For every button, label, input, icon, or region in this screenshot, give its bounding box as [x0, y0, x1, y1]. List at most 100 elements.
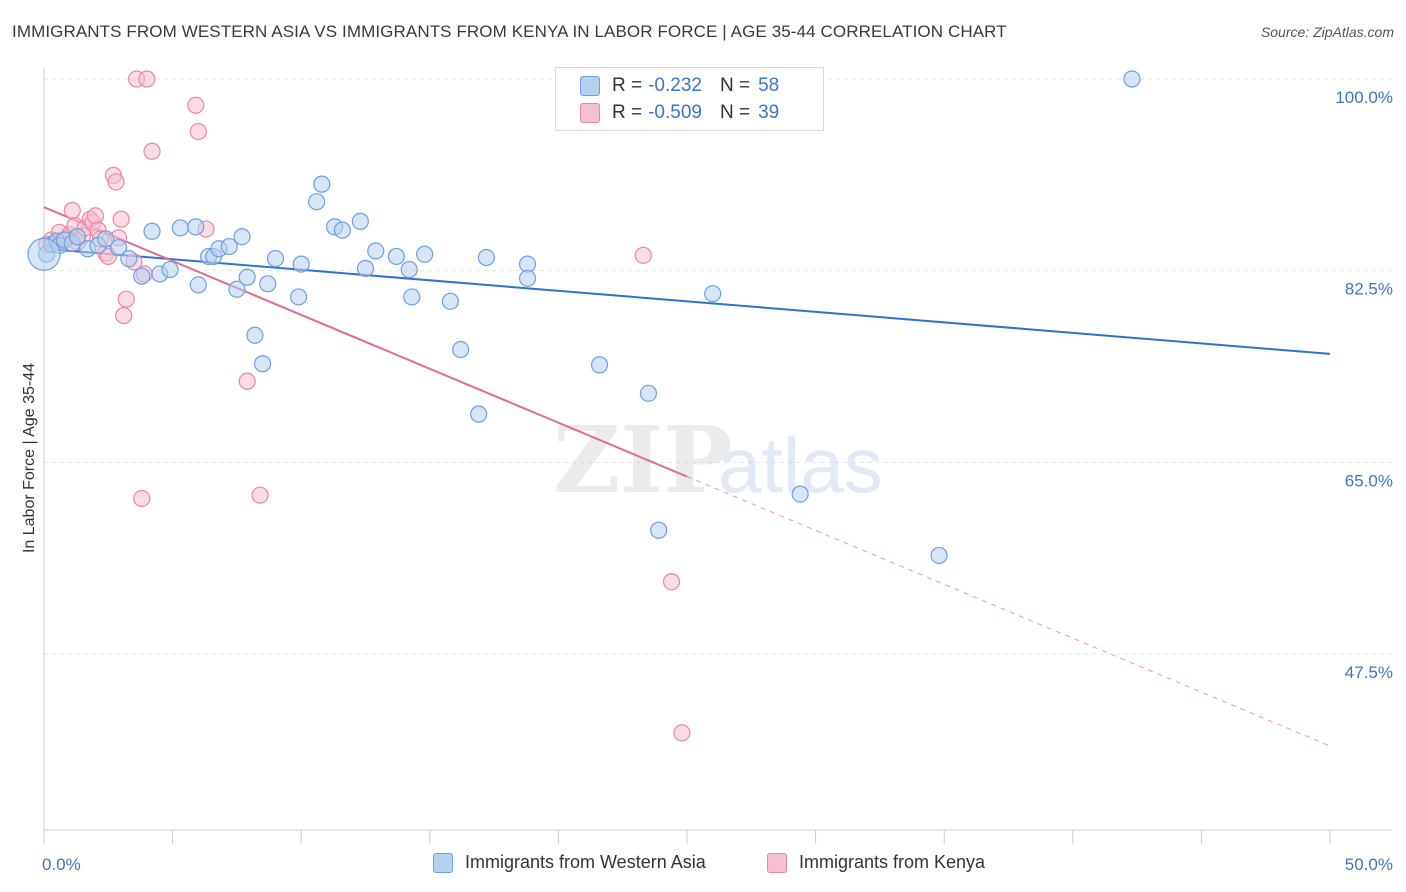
western-asia-point — [290, 288, 308, 306]
western-asia-point — [143, 222, 161, 240]
western-asia-point — [650, 521, 668, 539]
western-asia-point — [308, 193, 326, 211]
kenya-point — [187, 96, 205, 114]
kenya-point — [138, 70, 156, 88]
gridlines — [44, 78, 1392, 655]
kenya-point — [673, 724, 691, 742]
western-asia-point — [171, 219, 189, 237]
western-asia-point — [639, 384, 658, 402]
western-asia-point — [367, 242, 385, 260]
legend-row-western-asia: R = -0.232 N = 58 — [580, 73, 779, 99]
kenya-point — [63, 201, 81, 220]
series-legend: Immigrants from Western Asia Immigrants … — [0, 852, 1406, 878]
kenya-point — [117, 290, 135, 308]
kenya-point — [86, 207, 105, 225]
western-asia-points — [27, 70, 1141, 565]
legend-r-label: R = — [612, 75, 643, 96]
western-asia-point — [403, 288, 421, 306]
kenya-point — [112, 210, 130, 228]
western-asia-point — [518, 255, 537, 273]
western-asia-point — [351, 212, 369, 230]
chart-title: IMMIGRANTS FROM WESTERN ASIA VS IMMIGRAN… — [12, 22, 1007, 41]
western-asia-point — [238, 268, 256, 286]
legend-swatch-blue — [580, 76, 600, 96]
legend-r-value: -0.509 — [648, 102, 702, 123]
x-tick-label: 0.0% — [42, 855, 81, 874]
western-asia-point — [68, 228, 87, 246]
stats-legend: R = -0.232 N = 58 R = -0.509 N = 39 — [555, 67, 824, 131]
y-tick-label: 82.5% — [1345, 280, 1393, 299]
western-asia-point — [187, 218, 205, 236]
legend-n-value: 39 — [758, 102, 780, 123]
kenya-point — [107, 173, 125, 191]
kenya-point — [189, 122, 207, 141]
western-asia-point — [930, 546, 948, 565]
legend-item-kenya: Immigrants from Kenya — [767, 852, 985, 873]
western-asia-point — [233, 228, 251, 246]
kenya-point — [634, 246, 652, 264]
western-asia-point — [400, 260, 418, 279]
western-asia-point — [228, 280, 246, 298]
source-credit: Source: ZipAtlas.com — [1260, 24, 1394, 40]
western-asia-point — [266, 250, 285, 268]
western-asia-point — [470, 405, 488, 423]
legend-item-western-asia: Immigrants from Western Asia — [433, 852, 706, 873]
western-asia-point — [590, 356, 609, 374]
legend-row-kenya: R = -0.509 N = 39 — [580, 100, 779, 126]
trendline-western-asia — [43, 247, 1331, 355]
kenya-point — [133, 489, 151, 508]
western-asia-point — [161, 260, 179, 279]
western-asia-point — [387, 247, 405, 266]
legend-n-label: N = — [719, 75, 751, 96]
western-asia-point — [356, 259, 375, 278]
legend-swatch-blue — [433, 852, 453, 873]
y-tick-label: 47.5% — [1345, 663, 1393, 682]
y-tick-label: 100.0% — [1335, 88, 1393, 107]
western-asia-point — [97, 230, 115, 248]
kenya-point — [238, 372, 256, 390]
legend-n-label: N = — [719, 102, 751, 123]
western-asia-point — [416, 245, 434, 263]
legend-r-label: R = — [612, 102, 643, 123]
watermark: ZIP atlas — [553, 406, 883, 514]
western-asia-point — [313, 175, 331, 193]
legend-r-value: -0.232 — [648, 75, 702, 96]
legend-label-western-asia: Immigrants from Western Asia — [465, 852, 706, 872]
axes — [43, 68, 1392, 844]
kenya-point — [115, 306, 133, 325]
western-asia-point — [27, 237, 61, 271]
x-tick-labels: 0.0% 50.0% — [42, 855, 1393, 874]
western-asia-point — [333, 221, 351, 239]
y-axis-label: In Labor Force | Age 35-44 — [21, 363, 38, 553]
legend-swatch-pink — [767, 852, 787, 873]
kenya-point — [251, 486, 269, 504]
kenya-point — [662, 573, 681, 591]
western-asia-point — [254, 355, 272, 373]
western-asia-point — [1123, 70, 1141, 88]
watermark-zip: ZIP — [553, 406, 732, 514]
western-asia-point — [518, 269, 537, 287]
western-asia-point — [133, 267, 151, 285]
western-asia-point — [220, 237, 238, 256]
western-asia-point — [246, 326, 264, 344]
western-asia-point — [452, 340, 470, 359]
western-asia-point — [441, 292, 459, 310]
y-tick-labels: 47.5% 65.0% 82.5% 100.0% — [1335, 88, 1393, 682]
western-asia-point — [109, 239, 128, 257]
legend-n-value: 58 — [758, 75, 780, 96]
trendline-kenya — [43, 206, 688, 478]
western-asia-point — [704, 285, 722, 303]
trendlines — [43, 206, 1331, 747]
kenya-point — [143, 142, 161, 160]
western-asia-point — [120, 250, 138, 268]
western-asia-point — [791, 485, 809, 503]
western-asia-point — [259, 275, 277, 293]
trendline-kenya-extension — [686, 476, 1331, 747]
western-asia-point — [292, 255, 310, 273]
western-asia-point — [477, 248, 495, 267]
western-asia-point — [189, 276, 207, 294]
legend-label-kenya: Immigrants from Kenya — [799, 852, 986, 872]
x-tick-label: 50.0% — [1345, 855, 1393, 874]
legend-swatch-pink — [580, 103, 600, 123]
